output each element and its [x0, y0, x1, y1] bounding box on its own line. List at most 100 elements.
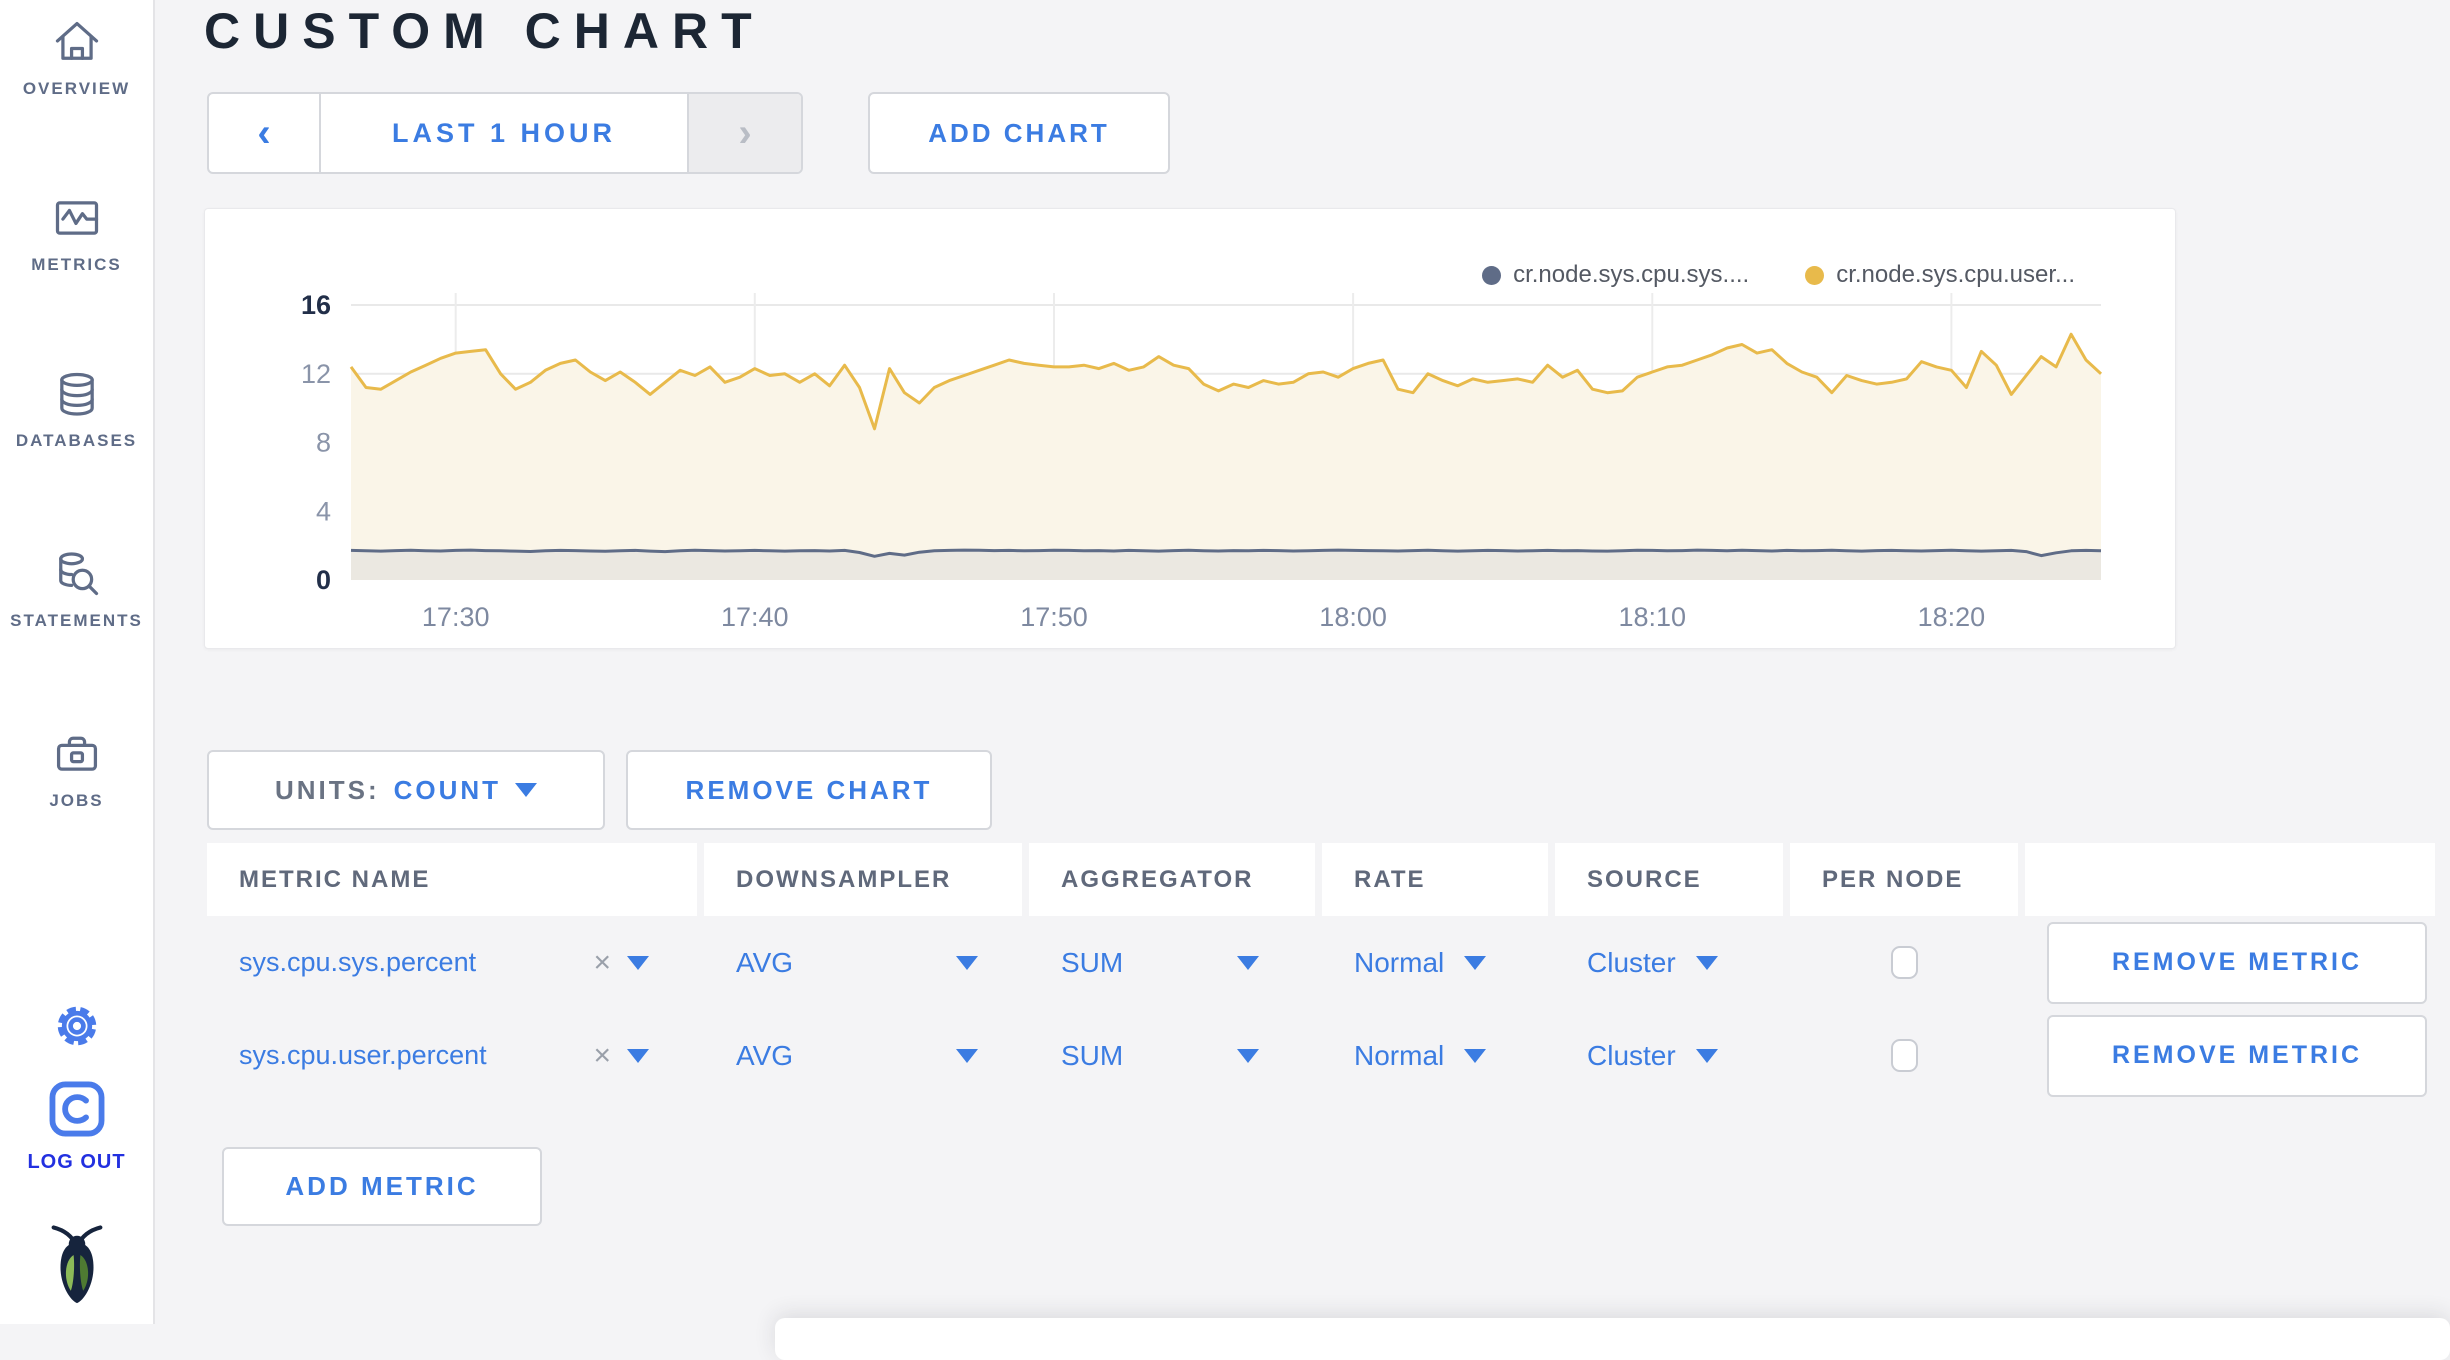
- actions-cell: REMOVE METRIC: [2025, 1014, 2435, 1097]
- add-chart-button[interactable]: ADD CHART: [868, 92, 1170, 174]
- database-icon: [51, 368, 103, 420]
- svg-text:18:10: 18:10: [1619, 602, 1687, 632]
- chevron-down-icon: [1695, 955, 1718, 970]
- metrics-icon: [51, 192, 103, 244]
- sidebar-item-label: DATABASES: [15, 431, 138, 450]
- main-content: CUSTOM CHART ‹ LAST 1 HOUR › ADD CHART 0…: [155, 0, 2450, 1360]
- per-node-cell: [1790, 946, 2018, 979]
- svg-text:18:20: 18:20: [1918, 602, 1986, 632]
- rate-value: Normal: [1354, 946, 1445, 978]
- rate-dropdown[interactable]: Normal: [1322, 1040, 1548, 1072]
- gear-icon: [49, 1006, 105, 1058]
- sidebar-item-jobs[interactable]: JOBS: [0, 728, 153, 811]
- logout-label: LOG OUT: [27, 1151, 126, 1173]
- header-per-node: PER NODE: [1790, 843, 2018, 916]
- table-row: sys.cpu.sys.percent × AVG SUM Normal Clu…: [207, 916, 2435, 1009]
- sidebar-item-label: JOBS: [49, 791, 104, 810]
- metric-name-dropdown[interactable]: sys.cpu.sys.percent ×: [207, 946, 697, 980]
- chevron-down-icon: [1237, 1048, 1259, 1063]
- header-metric-name: METRIC NAME: [207, 843, 697, 916]
- aggregator-dropdown[interactable]: SUM: [1029, 947, 1315, 979]
- source-dropdown[interactable]: Cluster: [1555, 947, 1783, 979]
- sidebar-item-label: OVERVIEW: [22, 79, 131, 98]
- metric-name-value: sys.cpu.sys.percent: [239, 947, 477, 977]
- per-node-checkbox[interactable]: [1890, 1039, 1918, 1072]
- svg-text:18:00: 18:00: [1319, 602, 1387, 632]
- statements-icon: [51, 548, 103, 600]
- rate-dropdown[interactable]: Normal: [1322, 947, 1548, 979]
- time-range-picker: ‹ LAST 1 HOUR ›: [207, 92, 803, 174]
- header-source: SOURCE: [1555, 843, 1783, 916]
- time-range-display[interactable]: LAST 1 HOUR: [391, 117, 616, 148]
- svg-text:17:50: 17:50: [1020, 602, 1088, 632]
- sidebar: OVERVIEW METRICS DATABASES: [0, 0, 155, 1324]
- home-icon: [51, 16, 103, 68]
- next-card-shadow: [775, 1318, 2450, 1360]
- chevron-down-icon: [956, 955, 978, 970]
- chevron-down-icon: [627, 955, 649, 970]
- legend-label-user: cr.node.sys.cpu.user...: [1836, 261, 2075, 288]
- metric-name-value: sys.cpu.user.percent: [239, 1040, 487, 1070]
- add-metric-button[interactable]: ADD METRIC: [222, 1147, 542, 1226]
- clear-metric-icon[interactable]: ×: [593, 1038, 611, 1072]
- legend-item-user[interactable]: cr.node.sys.cpu.user...: [1805, 261, 2075, 289]
- sidebar-item-label: STATEMENTS: [10, 611, 143, 630]
- units-value: COUNT: [393, 774, 502, 805]
- metric-name-dropdown[interactable]: sys.cpu.user.percent ×: [207, 1039, 697, 1073]
- source-value: Cluster: [1587, 946, 1676, 978]
- units-label: UNITS:: [274, 774, 380, 805]
- svg-text:16: 16: [301, 290, 331, 320]
- aggregator-value: SUM: [1061, 946, 1124, 978]
- svg-text:17:30: 17:30: [422, 602, 490, 632]
- cpu-line-chart: 0 4 8 12 16 17:30 17:40 17:50 18:00 18:10 18:20: [301, 290, 2103, 632]
- svg-text:8: 8: [316, 428, 331, 458]
- chart-card: 0 4 8 12 16 17:30 17:40 17:50 18:00 18:10 18:20 cr…: [204, 208, 2176, 649]
- chart-legend: cr.node.sys.cpu.sys.... cr.node.sys.cpu.…: [1482, 261, 2075, 289]
- table-row: sys.cpu.user.percent × AVG SUM Normal Cl…: [207, 1009, 2435, 1102]
- chevron-down-icon: [1237, 955, 1259, 970]
- header-aggregator: AGGREGATOR: [1029, 843, 1315, 916]
- downsampler-dropdown[interactable]: AVG: [704, 947, 1022, 979]
- cockroach-bug-icon: [51, 1225, 102, 1304]
- header-actions: [2025, 843, 2435, 916]
- header-rate: RATE: [1322, 843, 1548, 916]
- page-title: CUSTOM CHART: [204, 3, 765, 59]
- per-node-cell: [1790, 1039, 2018, 1072]
- chevron-down-icon: [1464, 1048, 1487, 1063]
- time-range-prev-button[interactable]: ‹: [209, 94, 321, 172]
- legend-dot-sys-icon: [1482, 265, 1502, 285]
- legend-item-sys[interactable]: cr.node.sys.cpu.sys....: [1482, 261, 1749, 289]
- legend-dot-user-icon: [1805, 265, 1825, 285]
- aggregator-value: SUM: [1061, 1039, 1124, 1071]
- chevron-down-icon: [1695, 1048, 1718, 1063]
- cockroachdb-logo: [0, 1222, 153, 1315]
- sidebar-item-overview[interactable]: OVERVIEW: [0, 16, 153, 99]
- per-node-checkbox[interactable]: [1890, 946, 1918, 979]
- sidebar-item-label: METRICS: [31, 255, 122, 274]
- source-value: Cluster: [1587, 1039, 1676, 1071]
- chevron-right-icon: ›: [738, 111, 752, 155]
- downsampler-value: AVG: [736, 946, 794, 978]
- clear-metric-icon[interactable]: ×: [593, 945, 611, 979]
- remove-metric-button[interactable]: REMOVE METRIC: [2047, 1014, 2427, 1097]
- legend-label-sys: cr.node.sys.cpu.sys....: [1513, 261, 1750, 288]
- settings-button[interactable]: [0, 998, 153, 1059]
- chevron-down-icon: [515, 783, 538, 797]
- svg-text:4: 4: [316, 496, 331, 526]
- aggregator-dropdown[interactable]: SUM: [1029, 1040, 1315, 1072]
- svg-text:0: 0: [316, 565, 331, 595]
- chevron-down-icon: [956, 1048, 978, 1063]
- sidebar-item-statements[interactable]: STATEMENTS: [0, 548, 153, 631]
- logout-button[interactable]: LOG OUT: [0, 1078, 153, 1174]
- units-dropdown[interactable]: UNITS: COUNT: [207, 750, 605, 830]
- remove-metric-button[interactable]: REMOVE METRIC: [2047, 921, 2427, 1004]
- sidebar-item-databases[interactable]: DATABASES: [0, 368, 153, 451]
- sidebar-item-metrics[interactable]: METRICS: [0, 192, 153, 275]
- cockroach-c-logo-icon: [46, 1081, 108, 1144]
- downsampler-value: AVG: [736, 1039, 794, 1071]
- source-dropdown[interactable]: Cluster: [1555, 1040, 1783, 1072]
- svg-text:12: 12: [301, 359, 331, 389]
- downsampler-dropdown[interactable]: AVG: [704, 1040, 1022, 1072]
- remove-chart-button[interactable]: REMOVE CHART: [626, 750, 992, 830]
- time-range-next-button[interactable]: ›: [687, 94, 801, 172]
